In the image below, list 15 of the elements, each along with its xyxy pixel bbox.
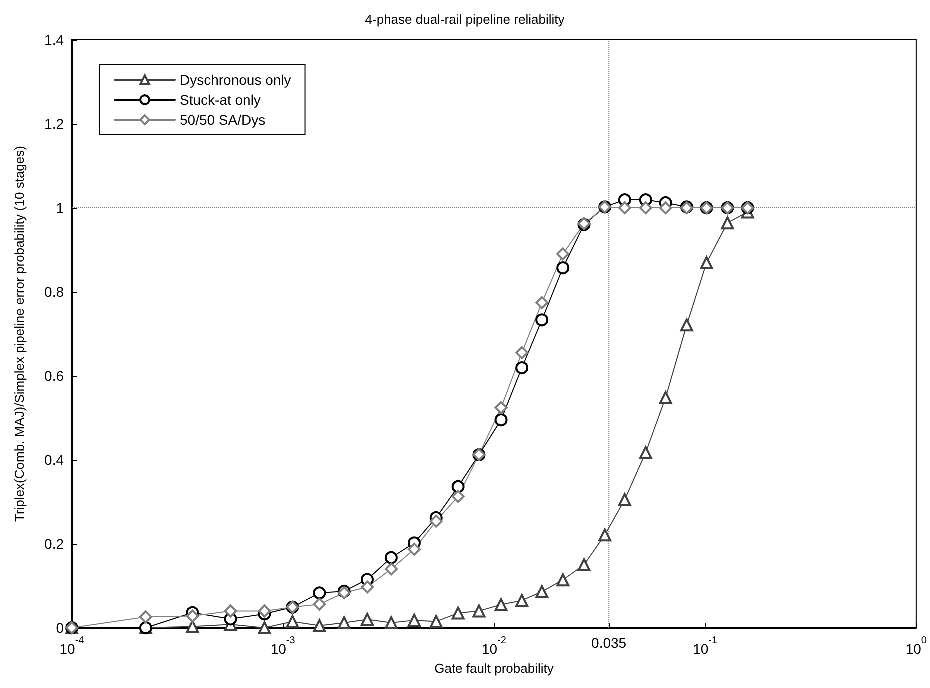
x-tick-label: 0.035	[592, 635, 627, 651]
y-tick-label: 0	[56, 620, 64, 636]
y-tick-label: 0.8	[44, 284, 64, 300]
legend-label: 50/50 SA/Dys	[180, 112, 266, 128]
y-tick-label: 1	[56, 200, 64, 216]
y-tick-label: 0.2	[44, 536, 64, 552]
y-tick-label: 0.4	[44, 452, 64, 468]
y-tick-label: 0.6	[44, 368, 64, 384]
legend-label: Stuck-at only	[180, 92, 261, 108]
chart-title: 4-phase dual-rail pipeline reliability	[365, 12, 566, 27]
legend-label: Dyschronous only	[180, 72, 292, 88]
y-axis-title: Triplex(Comb. MAJ)/Simplex pipeline error probability (10 stages)	[12, 146, 27, 522]
x-axis-title: Gate fault probability	[434, 661, 554, 676]
y-tick-label: 1.2	[44, 116, 64, 132]
y-tick-label: 1.4	[44, 32, 64, 48]
